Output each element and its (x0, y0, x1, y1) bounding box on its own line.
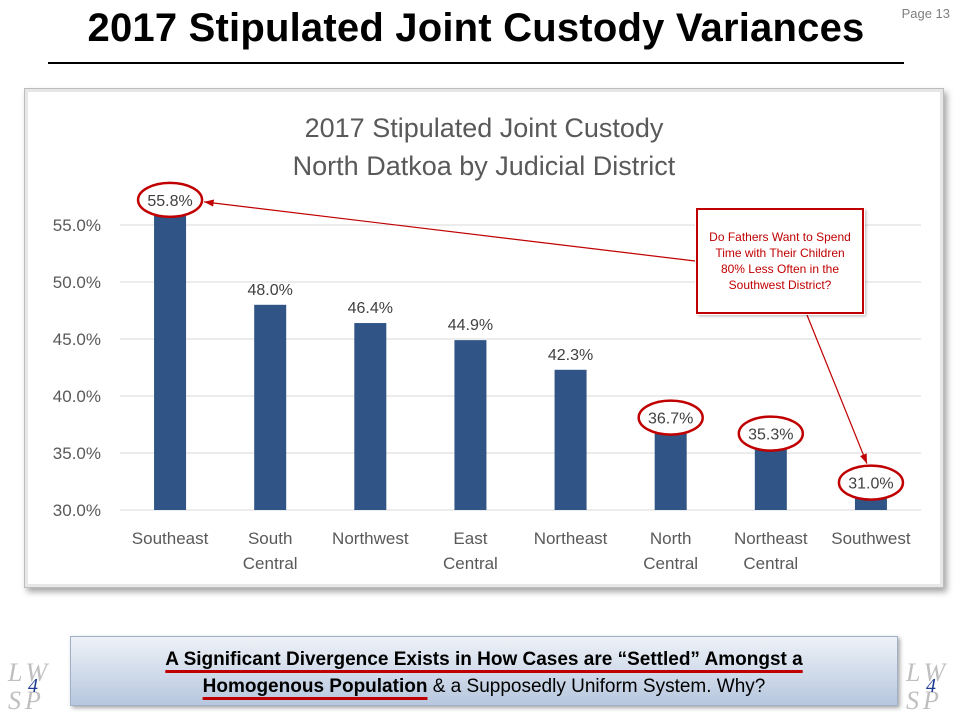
chart-panel: 2017 Stipulated Joint Custody North Datko… (24, 88, 944, 588)
y-tick-label: 50.0% (53, 273, 101, 292)
bar (354, 323, 387, 510)
x-tick-label: Southeast (132, 529, 209, 548)
x-tick-label: South (248, 529, 292, 548)
highlight-circle (737, 415, 805, 452)
y-tick-label: 30.0% (53, 501, 101, 520)
data-label: 48.0% (248, 282, 293, 299)
data-label: 35.3% (748, 427, 793, 444)
page-number: Page 13 (901, 6, 950, 21)
x-tick-label: East (453, 529, 487, 548)
bar-chart: 2017 Stipulated Joint Custody North Datko… (53, 113, 921, 573)
bar (654, 433, 687, 510)
highlight-circle (136, 181, 204, 219)
bar (754, 449, 787, 510)
data-label: 44.9% (448, 317, 493, 334)
x-tick-label: North (650, 529, 692, 548)
y-tick-label: 55.0% (53, 216, 101, 235)
title-divider (48, 62, 904, 64)
x-tick-label: Northeast (534, 529, 608, 548)
data-label: 42.3% (548, 347, 593, 364)
callout-arrow (203, 199, 696, 262)
callout-box: Do Fathers Want to Spend Time with Their… (696, 208, 864, 314)
data-label: 31.0% (848, 476, 893, 493)
logo-right: LW SP 4 (906, 658, 950, 715)
data-label: 36.7% (648, 411, 693, 428)
x-tick-label: Central (743, 554, 798, 573)
data-label: 55.8% (147, 193, 192, 210)
callout-arrow (806, 314, 868, 464)
x-tick-label: Central (243, 554, 298, 573)
x-tick-label: Central (443, 554, 498, 573)
x-tick-label: Central (643, 554, 698, 573)
chart-title-line: North Datkoa by Judicial District (293, 151, 676, 181)
banner-highlight: Homogenous Population (202, 676, 428, 697)
highlight-circle (637, 399, 704, 436)
slide-title: 2017 Stipulated Joint Custody Variances (87, 6, 865, 50)
banner-line1: A Significant Divergence Exists in How C… (165, 649, 803, 670)
banner-tail: & a Supposedly Uniform System. Why? (427, 676, 766, 697)
logo-left: LW SP 4 (8, 658, 52, 715)
bar (454, 340, 487, 510)
bar (254, 304, 287, 510)
callout-text: Do Fathers Want to Spend Time with Their… (709, 230, 851, 292)
bar (554, 369, 587, 510)
data-label: 46.4% (348, 300, 393, 317)
x-tick-label: Northeast (734, 529, 808, 548)
y-tick-label: 45.0% (53, 330, 101, 349)
bar (854, 498, 887, 510)
chart-title-line: 2017 Stipulated Joint Custody (305, 113, 664, 143)
highlight-circle (837, 464, 905, 501)
x-tick-label: Northwest (332, 529, 409, 548)
x-tick-label: Southwest (831, 529, 911, 548)
y-tick-label: 35.0% (53, 444, 101, 463)
y-tick-label: 40.0% (53, 387, 101, 406)
bottom-banner: A Significant Divergence Exists in How C… (70, 636, 898, 706)
bar (154, 215, 187, 510)
